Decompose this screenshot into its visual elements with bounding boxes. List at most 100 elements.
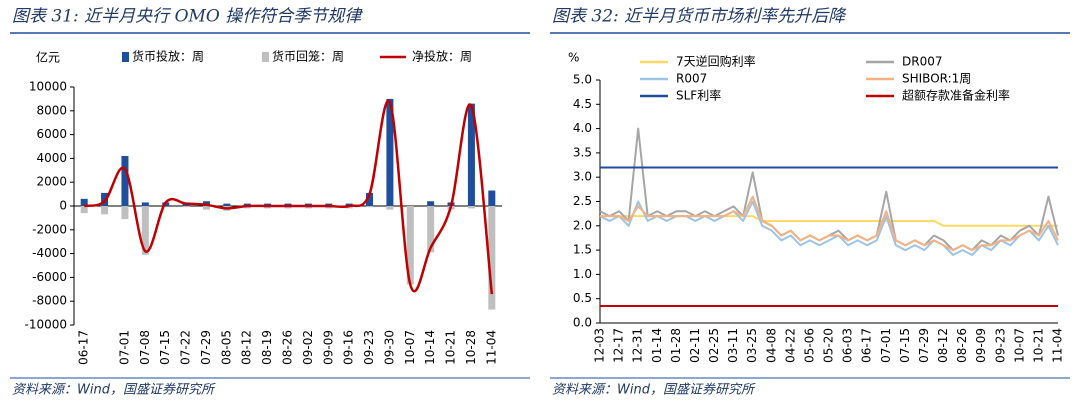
bar bbox=[366, 206, 374, 208]
y-tick-label: 4000 bbox=[36, 151, 67, 165]
x-tick-label: 11-04 bbox=[484, 330, 498, 365]
bar bbox=[386, 206, 394, 210]
x-tick-label: 12-31 bbox=[631, 328, 645, 363]
x-tick-label: 08-12 bbox=[240, 330, 254, 365]
legend-label: SLF利率 bbox=[676, 88, 721, 103]
x-tick-label: 07-15 bbox=[158, 330, 172, 365]
legend-label: 净投放：周 bbox=[412, 49, 472, 64]
x-tick-label: 10-28 bbox=[464, 330, 478, 365]
line bbox=[600, 195, 1059, 252]
bar bbox=[80, 198, 88, 206]
y-tick-label: 1.0 bbox=[573, 267, 592, 281]
bar bbox=[488, 190, 496, 206]
x-tick-label: 09-23 bbox=[993, 328, 1007, 363]
x-tick-label: 10-21 bbox=[444, 330, 458, 365]
legend-label: DR007 bbox=[902, 55, 942, 69]
x-tick-label: 04-22 bbox=[783, 328, 797, 363]
bar bbox=[80, 206, 88, 214]
bar bbox=[467, 206, 475, 209]
y-tick-label: -2000 bbox=[32, 222, 67, 236]
x-tick-label: 07-29 bbox=[199, 330, 213, 365]
x-tick-label: 04-08 bbox=[764, 328, 778, 363]
bar bbox=[121, 156, 129, 206]
x-tick-label: 08-12 bbox=[936, 328, 950, 363]
y-tick-label: 4.0 bbox=[573, 121, 592, 135]
x-tick-label: 09-02 bbox=[301, 330, 315, 365]
y-tick-label: -4000 bbox=[32, 246, 67, 260]
bar bbox=[406, 206, 414, 285]
bar bbox=[488, 206, 496, 310]
bar bbox=[467, 103, 475, 206]
x-tick-label: 10-21 bbox=[1031, 328, 1045, 363]
x-tick-label: 06-03 bbox=[841, 328, 855, 363]
x-tick-label: 09-23 bbox=[362, 330, 376, 365]
y-tick-label: -8000 bbox=[32, 294, 67, 308]
bar bbox=[223, 203, 231, 206]
x-tick-label: 06-17 bbox=[860, 328, 874, 363]
source: 资料来源：Wind，国盛证券研究所 bbox=[552, 382, 756, 398]
x-tick-label: 09-09 bbox=[974, 328, 988, 363]
y-tick-label: 0 bbox=[59, 199, 67, 213]
x-tick-label: 07-22 bbox=[179, 330, 193, 365]
x-tick-label: 07-01 bbox=[117, 330, 131, 365]
legend-label: 超额存款准备金利率 bbox=[902, 88, 1010, 103]
y-tick-label: -6000 bbox=[32, 270, 67, 284]
y-axis-label: % bbox=[568, 51, 579, 65]
x-tick-label: 03-25 bbox=[745, 328, 759, 363]
x-tick-label: 02-11 bbox=[688, 328, 702, 363]
x-tick-label: 08-26 bbox=[955, 328, 969, 363]
x-tick-label: 09-30 bbox=[382, 330, 396, 365]
x-tick-label: 03-11 bbox=[726, 328, 740, 363]
y-tick-label: 8000 bbox=[36, 103, 67, 117]
legend-label: 7天逆回购利率 bbox=[676, 54, 756, 69]
line bbox=[599, 127, 1059, 252]
x-tick-label: 02-25 bbox=[707, 328, 721, 363]
y-tick-label: 0.0 bbox=[573, 316, 592, 330]
x-tick-label: 07-15 bbox=[898, 328, 912, 363]
y-tick-label: 2000 bbox=[36, 175, 67, 189]
x-tick-label: 09-16 bbox=[342, 330, 356, 365]
y-tick-label: 0.5 bbox=[573, 291, 592, 305]
x-tick-label: 07-08 bbox=[138, 330, 152, 365]
line bbox=[599, 200, 1059, 256]
y-tick-label: 6000 bbox=[36, 127, 67, 141]
x-tick-label: 06-17 bbox=[77, 330, 91, 365]
bar bbox=[101, 206, 109, 215]
bar bbox=[141, 206, 149, 255]
y-tick-label: 5.0 bbox=[573, 73, 592, 87]
y-tick-label: 1.5 bbox=[573, 243, 592, 257]
bar bbox=[121, 206, 129, 220]
x-tick-label: 09-09 bbox=[321, 330, 335, 365]
legend-label: R007 bbox=[676, 72, 707, 86]
y-tick-label: 2.5 bbox=[573, 194, 592, 208]
x-tick-label: 08-26 bbox=[281, 330, 295, 365]
x-tick-label: 01-28 bbox=[669, 328, 683, 363]
x-tick-label: 12-17 bbox=[612, 328, 626, 363]
bar bbox=[366, 192, 374, 206]
y-axis-label: 亿元 bbox=[36, 50, 60, 65]
legend-label: 货币回笼：周 bbox=[272, 49, 344, 64]
y-tick-label: 3.5 bbox=[573, 145, 592, 159]
x-tick-label: 12-03 bbox=[593, 328, 607, 363]
y-tick-label: 2.0 bbox=[573, 218, 592, 232]
x-tick-label: 10-07 bbox=[403, 330, 417, 365]
y-tick-label: 4.5 bbox=[573, 97, 592, 111]
chart-title: 图表 31: 近半月央行 OMO 操作符合季节规律 bbox=[12, 7, 363, 27]
x-tick-label: 08-05 bbox=[219, 330, 233, 365]
x-tick-label: 05-06 bbox=[802, 328, 816, 363]
legend-swatch bbox=[262, 52, 269, 62]
x-tick-label: 08-19 bbox=[260, 330, 274, 365]
y-tick-label: 10000 bbox=[29, 80, 67, 94]
y-tick-label: -10000 bbox=[24, 318, 67, 332]
legend-swatch bbox=[122, 52, 129, 62]
bar bbox=[141, 202, 149, 206]
bar bbox=[386, 98, 394, 206]
chart-title: 图表 32: 近半月货币市场利率先升后降 bbox=[552, 7, 847, 27]
y-tick-label: 3.0 bbox=[573, 170, 592, 184]
x-tick-label: 11-04 bbox=[1051, 328, 1065, 363]
x-tick-label: 01-14 bbox=[650, 328, 664, 363]
source: 资料来源：Wind，国盛证券研究所 bbox=[12, 382, 216, 398]
bar bbox=[427, 206, 435, 253]
x-tick-label: 05-20 bbox=[822, 328, 836, 363]
